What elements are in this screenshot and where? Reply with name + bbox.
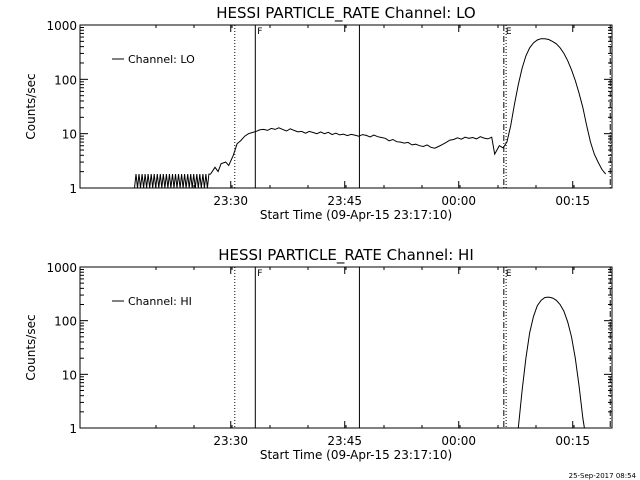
x-axis-label: Start Time (09-Apr-15 23:17:10) xyxy=(260,208,452,222)
y-axis-label: Counts/sec xyxy=(24,73,38,139)
legend-label: Channel: HI xyxy=(128,295,192,308)
chart-hi: HESSI PARTICLE_RATE Channel: HI 23:30 23:4… xyxy=(24,246,613,462)
x-axis-label: Start Time (09-Apr-15 23:17:10) xyxy=(260,448,452,462)
marker-label: E xyxy=(506,27,512,37)
x-tick-label: 23:45 xyxy=(327,194,362,208)
y-tick-label: 1000 xyxy=(46,261,77,275)
plot-frame xyxy=(79,24,613,189)
series-line xyxy=(517,296,585,429)
x-tick-label: 23:30 xyxy=(213,434,248,448)
chart-title: HESSI PARTICLE_RATE Channel: HI xyxy=(218,246,474,265)
y-tick-label: 1 xyxy=(69,182,77,196)
x-tick-label: 00:00 xyxy=(441,194,476,208)
footer-timestamp: 25-Sep-2017 08:54 xyxy=(569,472,637,480)
chart-lo: HESSI PARTICLE_RATE Channel: LO 23:30 23:4… xyxy=(24,4,613,222)
y-tick-label: 10 xyxy=(62,368,77,382)
plot-frame xyxy=(79,266,613,429)
y-tick-label: 100 xyxy=(54,73,77,87)
series-line xyxy=(134,38,607,189)
legend-label: Channel: LO xyxy=(128,53,195,66)
x-tick-label: 23:45 xyxy=(327,434,362,448)
y-tick-label: 100 xyxy=(54,315,77,329)
x-tick-label: 00:00 xyxy=(441,434,476,448)
y-tick-label: 10 xyxy=(62,128,77,142)
y-tick-label: 1000 xyxy=(46,19,77,33)
marker-label: F xyxy=(257,269,262,279)
y-tick-label: 1 xyxy=(69,422,77,436)
marker-label: F xyxy=(257,27,262,37)
chart-title: HESSI PARTICLE_RATE Channel: LO xyxy=(216,4,475,23)
marker-label: E xyxy=(506,269,512,279)
x-tick-label: 00:15 xyxy=(555,194,590,208)
y-axis-label: Counts/sec xyxy=(24,314,38,380)
x-tick-label: 00:15 xyxy=(555,434,590,448)
x-tick-label: 23:30 xyxy=(213,194,248,208)
